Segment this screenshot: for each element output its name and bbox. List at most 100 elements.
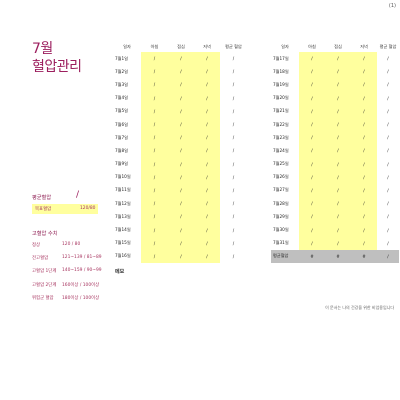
reading-cell[interactable]: / [168, 65, 194, 79]
reading-cell[interactable]: / [168, 104, 194, 118]
reading-cell[interactable]: / [141, 65, 168, 79]
reading-cell[interactable]: / [351, 52, 377, 66]
reading-cell[interactable]: / [194, 210, 220, 224]
avg-cell[interactable]: / [232, 240, 235, 246]
reading-cell[interactable]: / [168, 223, 194, 237]
reading-cell[interactable]: / [351, 223, 377, 237]
reading-cell[interactable]: / [299, 170, 325, 184]
reading-cell[interactable]: / [299, 104, 325, 118]
reading-cell[interactable]: / [299, 78, 325, 92]
reading-cell[interactable]: / [168, 157, 194, 171]
reading-cell[interactable]: / [168, 131, 194, 145]
reading-cell[interactable]: / [141, 223, 168, 237]
reading-cell[interactable]: / [194, 197, 220, 211]
reading-cell[interactable]: / [325, 197, 351, 211]
reading-cell[interactable]: / [194, 52, 220, 66]
reading-cell[interactable]: / [325, 236, 351, 250]
reading-cell[interactable]: / [141, 117, 168, 132]
avg-cell[interactable]: / [232, 174, 235, 180]
reading-cell[interactable]: / [299, 65, 325, 79]
avg-cell[interactable]: / [232, 161, 235, 167]
avg-cell[interactable]: / [232, 135, 235, 141]
reading-cell[interactable]: / [299, 91, 325, 105]
reading-cell[interactable]: / [168, 117, 194, 132]
reading-cell[interactable]: / [168, 52, 194, 66]
avg-cell[interactable]: / [387, 187, 389, 193]
reading-cell[interactable]: / [351, 131, 377, 145]
reading-cell[interactable]: / [325, 91, 351, 105]
reading-cell[interactable]: / [299, 197, 325, 211]
reading-cell[interactable]: / [351, 197, 377, 211]
reading-cell[interactable]: / [194, 223, 220, 237]
reading-cell[interactable]: / [325, 170, 351, 184]
avg-cell[interactable]: / [387, 95, 389, 101]
reading-cell[interactable]: / [168, 236, 194, 250]
avg-cell[interactable]: / [232, 95, 235, 101]
reading-cell[interactable]: / [194, 131, 220, 145]
reading-cell[interactable]: / [168, 210, 194, 224]
reading-cell[interactable]: / [299, 210, 325, 224]
reading-cell[interactable]: / [299, 52, 325, 66]
reading-cell[interactable]: / [168, 144, 194, 158]
avg-cell[interactable]: / [232, 122, 235, 128]
avg-cell[interactable]: / [232, 227, 235, 233]
avg-cell[interactable]: / [387, 174, 389, 180]
reading-cell[interactable]: / [168, 183, 194, 198]
reading-cell[interactable]: / [351, 65, 377, 79]
reading-cell[interactable]: / [141, 52, 168, 66]
reading-cell[interactable]: / [325, 144, 351, 158]
reading-cell[interactable]: / [351, 170, 377, 184]
reading-cell[interactable]: / [141, 131, 168, 145]
avg-cell[interactable]: / [232, 201, 235, 207]
avg-cell[interactable]: / [387, 227, 389, 233]
avg-cell[interactable]: / [387, 240, 389, 246]
reading-cell[interactable]: / [141, 78, 168, 92]
avg-cell[interactable]: / [232, 82, 235, 88]
reading-cell[interactable]: / [351, 117, 377, 132]
reading-cell[interactable]: / [351, 78, 377, 92]
reading-cell[interactable]: / [299, 223, 325, 237]
avg-cell[interactable]: / [232, 187, 235, 193]
reading-cell[interactable]: / [325, 157, 351, 171]
reading-cell[interactable]: / [194, 183, 220, 198]
reading-cell[interactable]: / [141, 236, 168, 250]
reading-cell[interactable]: / [325, 52, 351, 66]
reading-cell[interactable]: / [194, 91, 220, 105]
avg-cell[interactable]: / [387, 135, 389, 141]
reading-cell[interactable]: / [351, 104, 377, 118]
avg-cell[interactable]: / [387, 69, 389, 75]
reading-cell[interactable]: / [325, 65, 351, 79]
reading-cell[interactable]: / [194, 117, 220, 132]
avg-cell[interactable]: / [387, 214, 389, 220]
reading-cell[interactable]: / [168, 197, 194, 211]
avg-cell[interactable]: / [387, 122, 389, 128]
reading-cell[interactable]: / [168, 91, 194, 105]
avg-cell[interactable]: / [387, 161, 389, 167]
reading-cell[interactable]: / [194, 170, 220, 184]
reading-cell[interactable]: / [299, 131, 325, 145]
reading-cell[interactable]: / [141, 210, 168, 224]
reading-cell[interactable]: / [351, 183, 377, 198]
reading-cell[interactable]: / [141, 249, 168, 263]
reading-cell[interactable]: / [194, 104, 220, 118]
avg-cell[interactable]: / [232, 148, 235, 154]
reading-cell[interactable]: / [168, 78, 194, 92]
reading-cell[interactable]: / [299, 117, 325, 132]
avg-cell[interactable]: / [387, 108, 389, 114]
avg-cell[interactable]: / [387, 201, 389, 207]
reading-cell[interactable]: / [141, 104, 168, 118]
avg-cell[interactable]: / [232, 108, 235, 114]
reading-cell[interactable]: / [325, 223, 351, 237]
reading-cell[interactable]: / [299, 157, 325, 171]
reading-cell[interactable]: / [325, 210, 351, 224]
reading-cell[interactable]: / [325, 104, 351, 118]
avg-cell[interactable]: / [232, 69, 235, 75]
reading-cell[interactable]: / [194, 236, 220, 250]
avg-cell[interactable]: / [387, 82, 389, 88]
reading-cell[interactable]: / [194, 157, 220, 171]
reading-cell[interactable]: / [299, 236, 325, 250]
reading-cell[interactable]: / [141, 170, 168, 184]
avg-cell[interactable]: / [232, 253, 235, 259]
reading-cell[interactable]: / [168, 170, 194, 184]
reading-cell[interactable]: / [141, 144, 168, 158]
